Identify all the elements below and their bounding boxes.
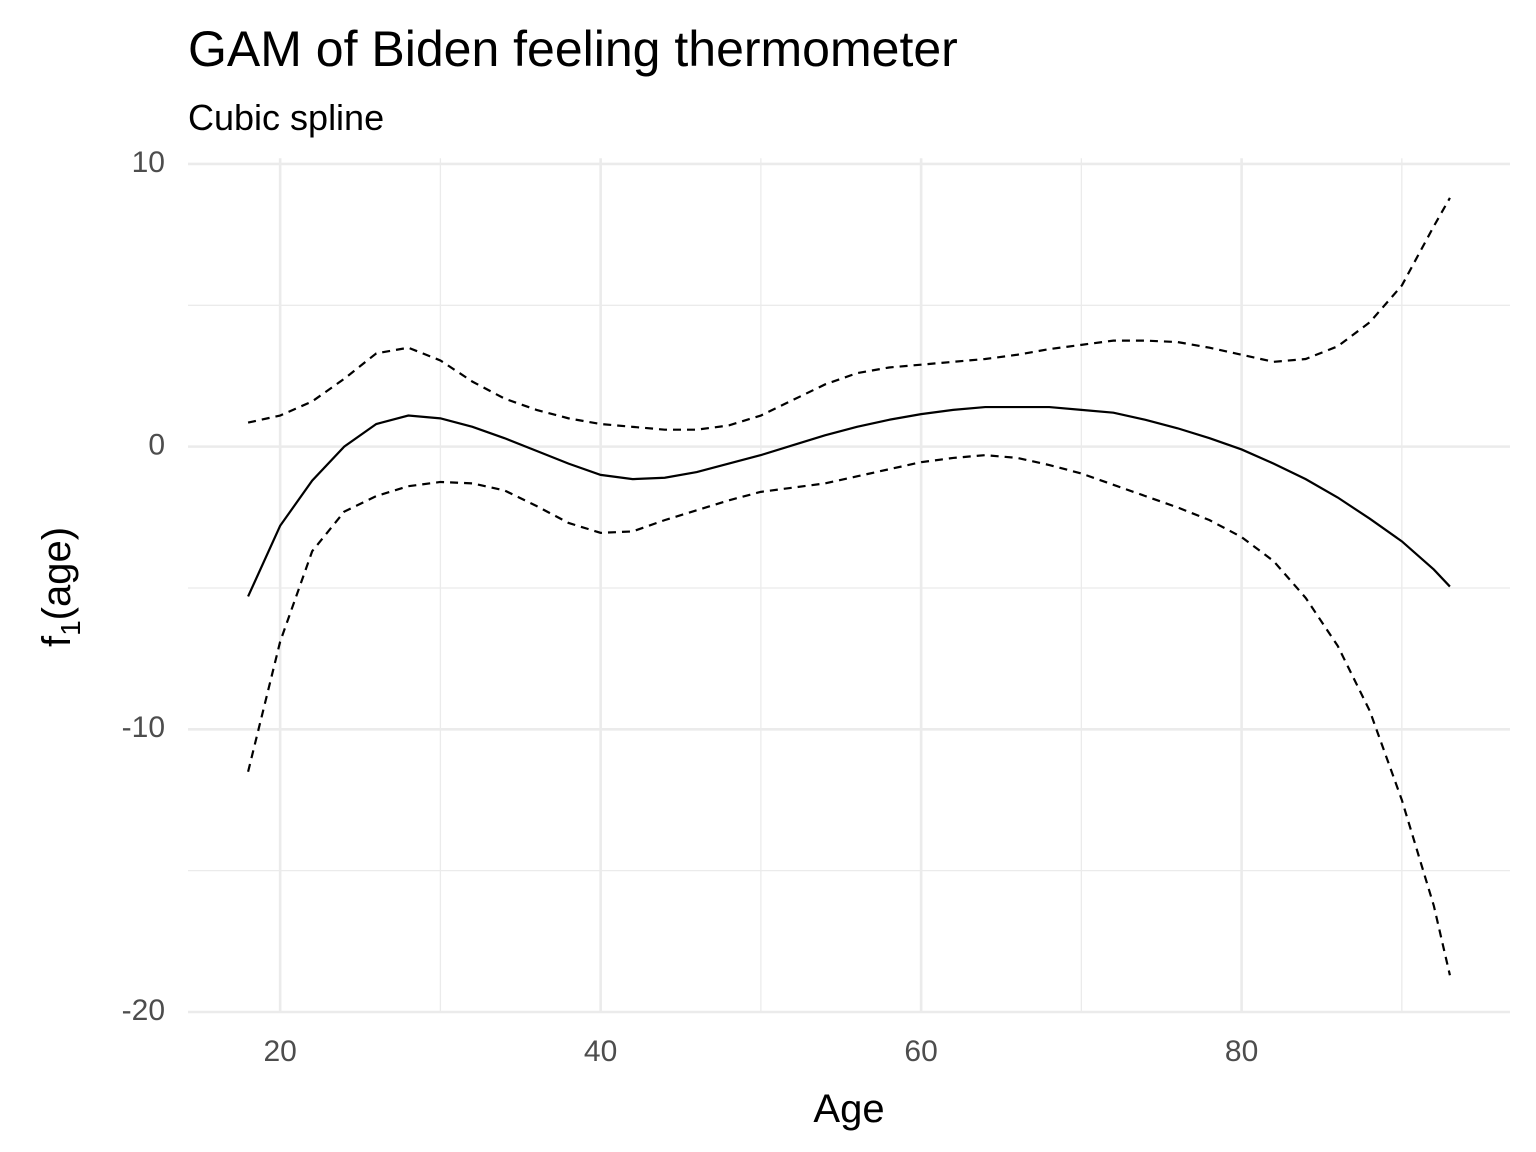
y-tick-label: -20 xyxy=(122,994,165,1027)
confidence-line xyxy=(247,454,1451,976)
confidence-line xyxy=(247,197,1451,431)
x-tick-label: 20 xyxy=(263,1035,296,1068)
x-tick-label: 40 xyxy=(584,1035,617,1068)
fit-line xyxy=(247,405,1451,597)
chart-title: GAM of Biden feeling thermometer xyxy=(188,21,958,77)
x-axis-title: Age xyxy=(813,1087,884,1131)
x-tick-label: 80 xyxy=(1225,1035,1258,1068)
y-tick-label: -10 xyxy=(122,711,165,744)
y-axis-title-rest: (age) xyxy=(35,527,79,620)
chart-subtitle: Cubic spline xyxy=(188,97,384,138)
y-tick-label: 0 xyxy=(148,429,165,462)
y-axis-title-subscript: 1 xyxy=(55,620,86,636)
y-axis-title-base: f xyxy=(35,635,79,647)
y-tick-label: 10 xyxy=(132,146,165,179)
y-axis-title: f1(age) xyxy=(35,527,86,647)
x-tick-label: 60 xyxy=(904,1035,937,1068)
